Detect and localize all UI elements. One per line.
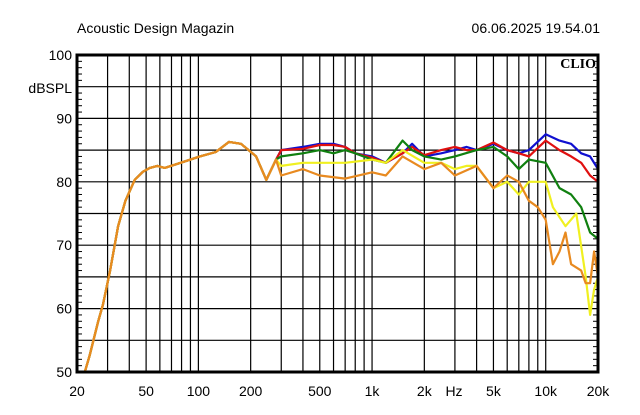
x-tick-label: 10k [534, 383, 558, 399]
plot-border [75, 53, 600, 374]
response-curve-3 [84, 139, 599, 372]
x-tick-label: 2k [417, 383, 433, 399]
brand-bg [553, 57, 595, 71]
x-tick-label: 500 [308, 383, 332, 399]
y-tick-label: 90 [56, 110, 72, 126]
response-curve-1 [84, 133, 599, 372]
clio-logo: CLIO [560, 57, 596, 72]
x-tick-label: 20 [69, 383, 85, 399]
chart-timestamp: 06.06.2025 19.54.01 [472, 20, 601, 36]
x-tick-label: 1k [365, 383, 381, 399]
y-tick-label: 50 [56, 364, 72, 380]
y-tick-label: 80 [56, 174, 72, 190]
curves [84, 133, 600, 372]
x-tick-label: 5k [486, 383, 502, 399]
x-tick-label: 20k [587, 383, 611, 399]
y-axis-label: dBSPL [28, 80, 72, 96]
response-curve-5 [84, 140, 600, 372]
y-tick-label: 60 [56, 301, 72, 317]
grid [76, 54, 599, 373]
x-tick-label: 100 [187, 383, 211, 399]
y-tick-label: 70 [56, 237, 72, 253]
response-curve-2 [84, 139, 599, 372]
x-axis-unit: Hz [445, 383, 462, 399]
chart-header-title: Acoustic Design Magazin [77, 20, 234, 36]
x-tick-label: 200 [239, 383, 263, 399]
response-curve-4 [84, 140, 600, 372]
y-tick-label: 100 [49, 47, 73, 63]
x-tick-label: 50 [138, 383, 154, 399]
